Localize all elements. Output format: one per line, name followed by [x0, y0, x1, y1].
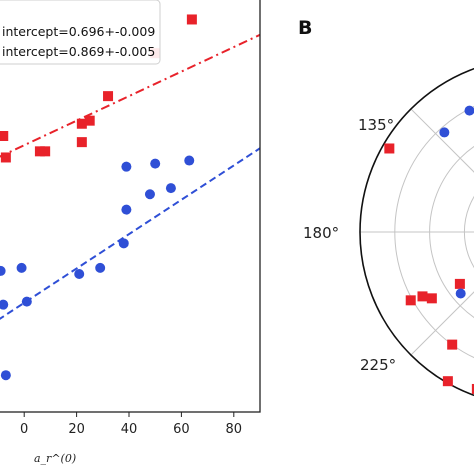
angular-gridline [410, 108, 474, 173]
polar-point-square [442, 376, 453, 387]
angular-gridline [410, 291, 474, 356]
legend-box [0, 0, 161, 65]
legend-entry-1: intercept=0.696+-0.009 [2, 24, 155, 39]
polar-point-square [384, 143, 395, 154]
x-tick-label: 60 [173, 422, 190, 437]
data-point-square [76, 118, 87, 129]
polar-point-square [426, 293, 437, 304]
data-point-circle [121, 204, 132, 215]
polar-point-square [454, 278, 465, 289]
x-tick-label: 80 [226, 422, 243, 437]
data-point-square [76, 137, 87, 148]
fit-line-2 [0, 147, 261, 320]
data-point-circle [165, 183, 176, 194]
polar-point-circle [464, 105, 474, 116]
angle-label-135: 135° [358, 116, 394, 134]
data-point-circle [118, 238, 129, 249]
x-tick-label: 0 [20, 422, 28, 437]
fit-line-1 [0, 33, 261, 158]
fit-lines [0, 33, 261, 320]
data-point-circle [121, 161, 132, 172]
polar-point-square [471, 383, 474, 394]
polar-grid [359, 67, 474, 397]
angle-label-225: 225° [360, 356, 396, 374]
angle-label-180: 180° [303, 224, 339, 242]
data-point-square [34, 146, 45, 157]
data-point-circle [95, 262, 106, 273]
polar-data-points [384, 105, 474, 394]
data-point-circle [21, 296, 32, 307]
data-point-square [186, 14, 197, 25]
data-point-square [84, 115, 95, 126]
legend-entry-2: intercept=0.869+-0.005 [2, 44, 155, 59]
data-point-circle [0, 265, 6, 276]
panel-b: B 135° 180° 225° [298, 17, 474, 397]
plot-frame [0, 0, 261, 413]
data-point-square [40, 146, 51, 157]
data-point-circle [184, 155, 195, 166]
polar-point-circle [455, 288, 466, 299]
x-axis-ticks: 0 20 40 60 80 [20, 412, 242, 437]
data-point-circle [0, 370, 11, 381]
x-tick-label: 40 [121, 422, 138, 437]
data-point-circle [16, 262, 27, 273]
polar-point-square [447, 339, 458, 350]
polar-point-square [405, 295, 416, 306]
x-axis-label: a_r^(0) [34, 452, 76, 465]
x-tick-label: 20 [68, 422, 85, 437]
polar-point-square [417, 291, 428, 302]
data-points [0, 14, 197, 381]
legend: intercept=0.696+-0.009 intercept=0.869+-… [0, 0, 161, 65]
data-point-circle [144, 189, 155, 200]
panel-label-b: B [298, 17, 312, 39]
data-point-square [0, 131, 9, 141]
polar-boundary [359, 67, 474, 397]
data-point-square [0, 152, 11, 163]
data-point-circle [150, 158, 161, 169]
data-point-square [103, 91, 114, 102]
polar-point-circle [439, 127, 450, 138]
data-point-circle [0, 299, 9, 310]
panel-a: 0 20 40 60 80 a_r^(0) intercept=0.696+-0.009… [0, 0, 261, 465]
data-point-circle [74, 269, 85, 279]
